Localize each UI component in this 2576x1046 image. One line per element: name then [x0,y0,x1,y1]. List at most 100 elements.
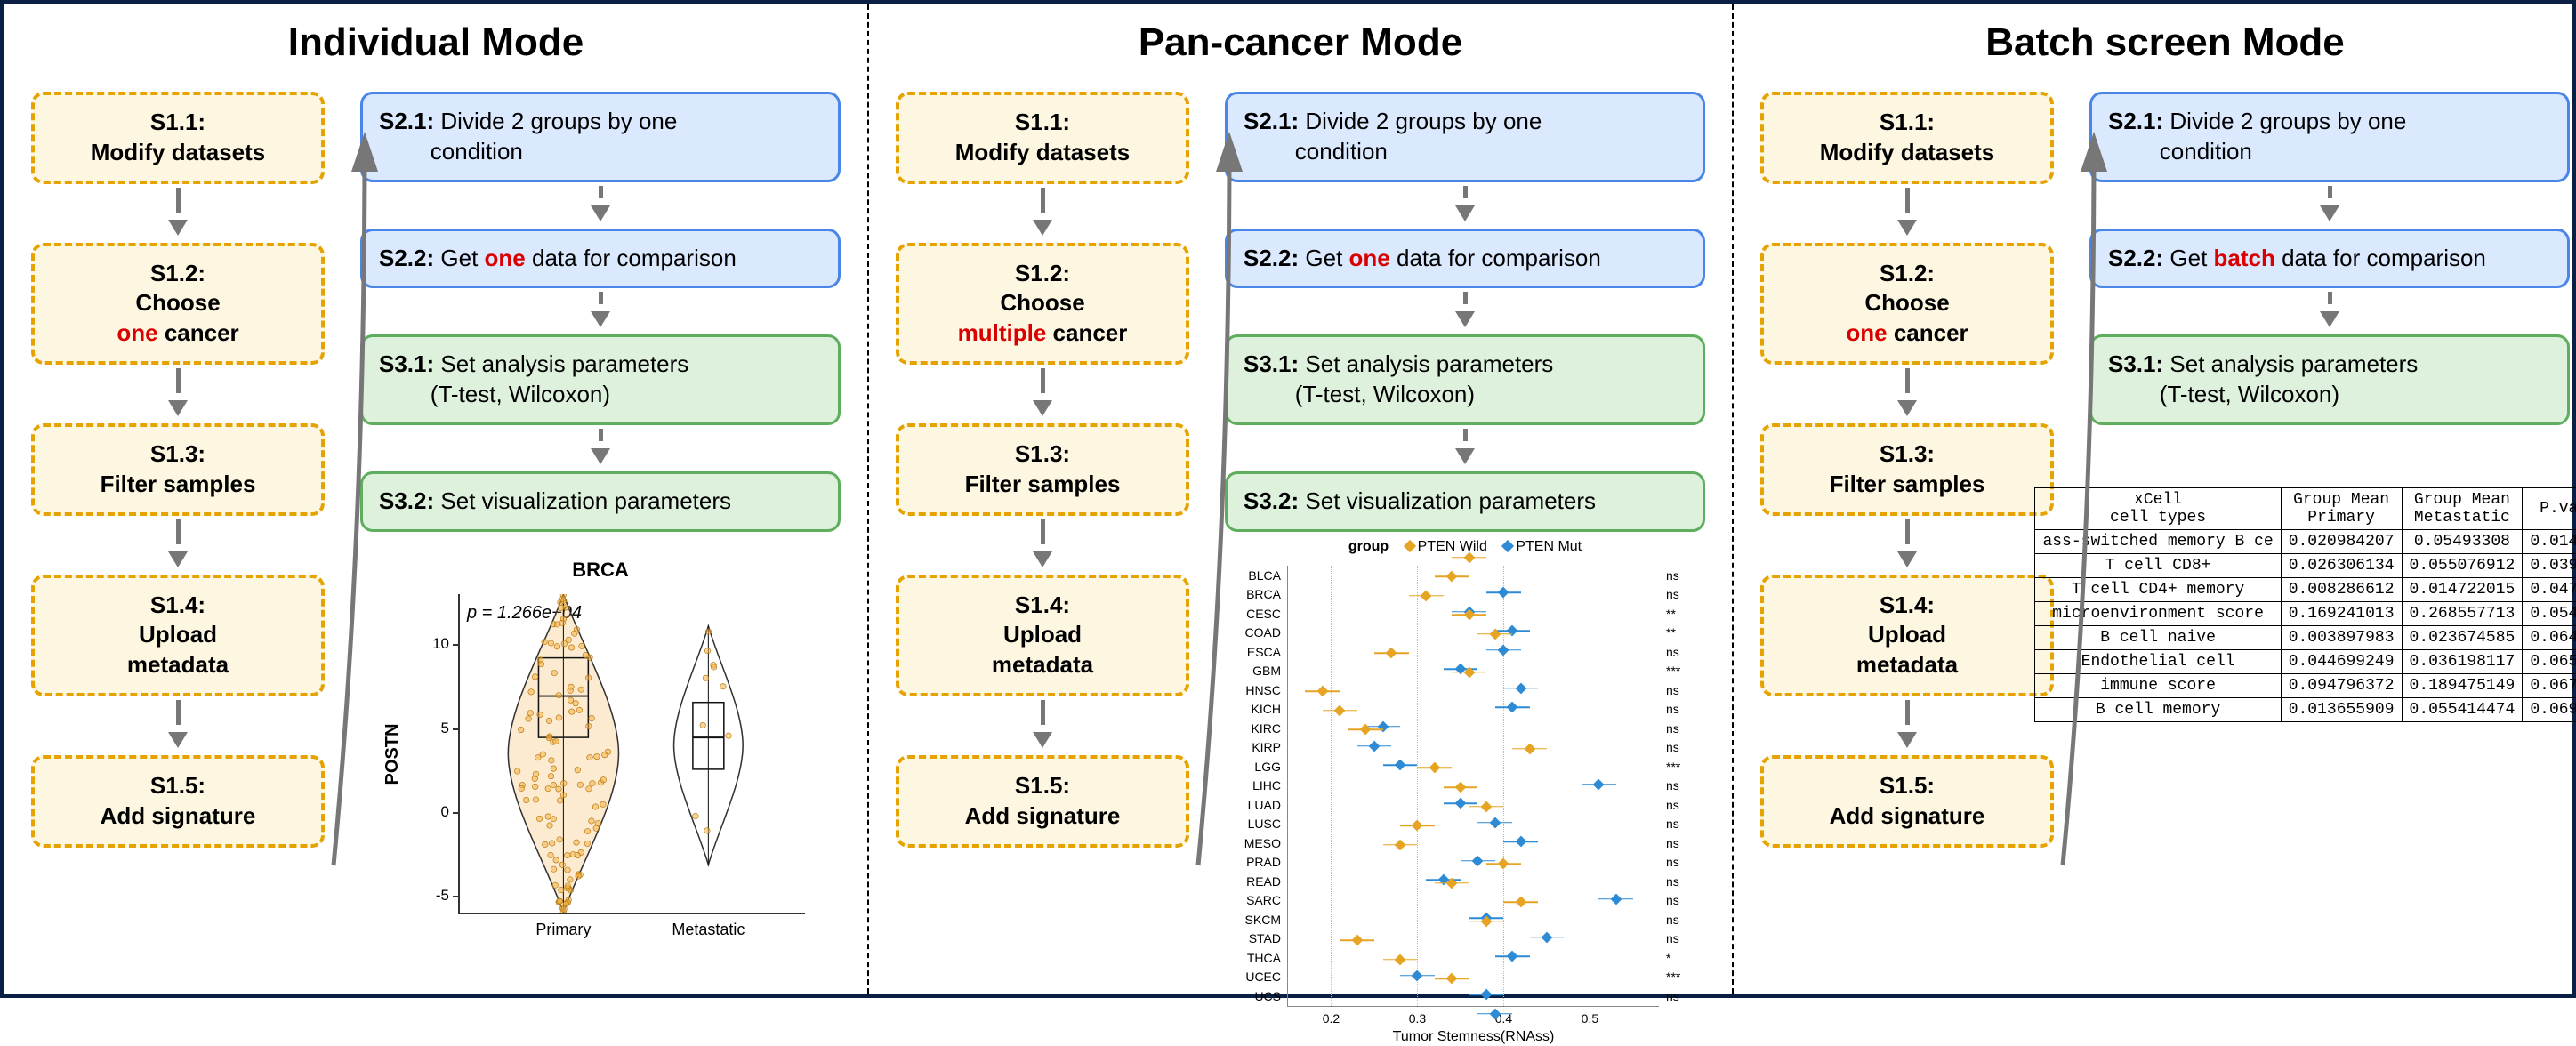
data-point [1481,801,1493,812]
row-label: THCA [1247,951,1288,965]
sig-label: ns [1659,913,1679,927]
panel-title: Batch screen Mode [1760,20,2570,65]
left-flow: S1.1: Modify datasets S1.2: Choose one c… [1760,92,2054,848]
left-flow: S1.1: Modify datasets S1.2: Choose multi… [896,92,1189,1046]
table-cell: Endothelial cell [2035,649,2281,673]
data-point [1421,590,1432,601]
row-label: STAD [1249,931,1288,945]
forest-chart: group PTEN Wild PTEN Mut 0.2 0.3 0.4 0.5… [1225,539,1705,1046]
table-cell: 0.0691344 [2523,697,2576,721]
sig-label: ns [1659,702,1679,716]
table-cell: 0.013655909 [2281,697,2402,721]
data-point [1395,839,1406,850]
data-point [1455,798,1467,809]
arrow-icon [1455,425,1475,471]
data-point [1507,951,1518,962]
row-label: COAD [1245,625,1288,640]
row-label: READ [1246,874,1288,889]
arrow-icon [1897,365,1917,423]
data-point [1498,587,1509,599]
data-point [1412,970,1423,981]
panel-batch: Batch screen Mode S1.1: Modify datasets … [1734,4,2576,994]
step-s11: S1.1: Modify datasets [896,92,1189,184]
table-cell: 0.008286612 [2281,577,2402,601]
data-point [1489,817,1501,828]
arrow-icon [1033,365,1052,423]
step-s15: S1.5: Add signature [1760,755,2054,848]
table-cell: 0.020984207 [2281,529,2402,553]
x-axis-label: Tumor Stemness(RNAss) [1393,1029,1555,1045]
table-cell: 0.169241013 [2281,601,2402,625]
data-point [1515,683,1526,695]
table-header: Group MeanMetastatic [2402,487,2523,529]
row-label: LUSC [1248,817,1288,831]
step-s13: S1.3: Filter samples [31,423,325,516]
step-s32: S3.2: Set visualization parameters [360,471,841,532]
step-s32: S3.2: Set visualization parameters [1225,471,1705,532]
table-cell: 0.0546557 [2523,601,2576,625]
sig-label: ns [1659,645,1679,659]
step-s14: S1.4: Upload metadata [31,575,325,696]
arrow-icon [591,288,610,334]
row-label: KICH [1252,702,1288,716]
sig-label: ns [1659,721,1679,736]
table-cell: 0.094796372 [2281,673,2402,697]
data-point [1386,648,1397,659]
right-flow: S2.1: Divide 2 groups by one condition S… [2089,92,2570,848]
sig-label: ns [1659,874,1679,889]
table-cell: T cell CD4+ memory [2035,577,2281,601]
data-point [1593,778,1605,790]
step-s14: S1.4: Upload metadata [896,575,1189,696]
arrow-icon [168,516,188,575]
step-s21: S2.1: Divide 2 groups by one condition [1225,92,1705,182]
data-point [1507,702,1518,713]
sig-label: ns [1659,568,1679,583]
row-label: KIRC [1252,721,1288,736]
sig-label: ns [1659,989,1679,1003]
table-cell: ass-switched memory B ce [2035,529,2281,553]
data-point [1429,762,1440,774]
arrow-icon [168,365,188,423]
step-s21: S2.1: Divide 2 groups by one condition [2089,92,2570,182]
step-s11: S1.1: Modify datasets [1760,92,2054,184]
step-s31: S3.1: Set analysis parameters (T-test, W… [360,334,841,425]
table-row: Endothelial cell0.0446992490.0361981170.… [2035,649,2576,673]
table-cell: microenvironment score [2035,601,2281,625]
table-cell: 0.003897983 [2281,625,2402,649]
table-row: B cell naive0.0038979830.0236745850.0641… [2035,625,2576,649]
step-s12: S1.2: Choose one cancer [31,243,325,365]
sig-label: *** [1659,664,1680,678]
sig-label: ns [1659,893,1679,907]
data-point [1334,705,1346,717]
row-label: SARC [1246,893,1288,907]
data-point [1498,645,1509,656]
step-s15: S1.5: Add signature [896,755,1189,848]
step-s22: S2.2: Get one data for comparison [360,229,841,289]
sig-label: ns [1659,836,1679,850]
data-point [1369,740,1381,752]
arrow-icon [591,425,610,471]
data-point [1395,953,1406,965]
step-s22: S2.2: Get one data for comparison [1225,229,1705,289]
panel-title: Individual Mode [31,20,841,65]
row-label: MESO [1244,836,1288,850]
table-cell: 0.0147068 [2523,529,2576,553]
step-s31: S3.1: Set analysis parameters (T-test, W… [2089,334,2570,425]
arrow-icon [1897,184,1917,243]
data-point [1515,897,1526,908]
table-row: T cell CD4+ memory0.0082866120.014722015… [2035,577,2576,601]
row-label: HNSC [1245,683,1288,697]
table-cell: T cell CD8+ [2035,553,2281,577]
data-point [1481,989,1493,1001]
table-row: B cell memory0.0136559090.0554144740.069… [2035,697,2576,721]
sig-label: *** [1659,970,1680,984]
table-row: immune score0.0947963720.1894751490.0678… [2035,673,2576,697]
data-point [1610,893,1622,905]
data-point [1412,820,1423,832]
arrow-icon [1033,696,1052,755]
table-header: xCellcell types [2035,487,2281,529]
arrow-icon [1033,516,1052,575]
sig-label: ns [1659,587,1679,601]
result-table: xCellcell typesGroup MeanPrimaryGroup Me… [2034,487,2576,722]
table-cell: 0.026306134 [2281,553,2402,577]
